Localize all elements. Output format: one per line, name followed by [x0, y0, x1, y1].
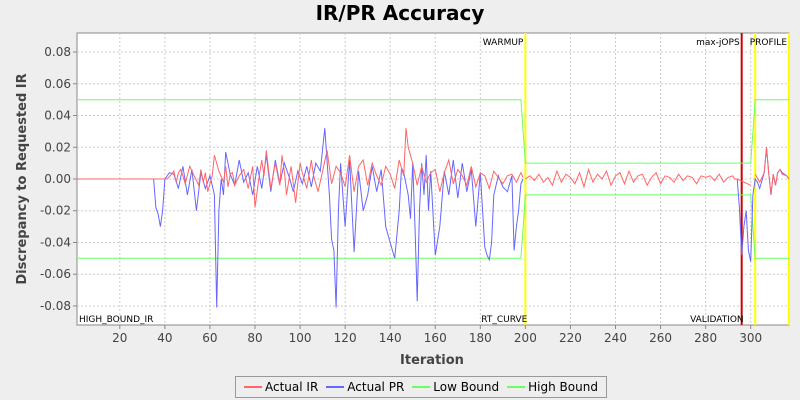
legend-label: Low Bound	[433, 380, 500, 394]
series-high-bound	[77, 99, 789, 164]
y-axis-ticks: -0.08 -0.06 -0.04 -0.02 0.00 0.02 0.04 0.06 0.08	[40, 45, 77, 313]
phase-label-bottom: VALIDATION	[690, 315, 744, 325]
y-tick-label: 0.04	[44, 109, 71, 123]
series-actual-ir	[525, 167, 738, 189]
y-tick-label: -0.08	[40, 299, 71, 313]
phase-label-top: max-jOPS	[696, 38, 740, 48]
legend: Actual IR Actual PR Low Bound High Bound	[235, 376, 607, 398]
x-tick-label: 300	[739, 331, 762, 345]
legend-item-actual-pr: Actual PR	[326, 380, 404, 394]
x-tick-label: 140	[379, 331, 402, 345]
phase-label-top: PROFILE	[750, 38, 788, 48]
phase-label-bottom: RT_CURVE	[481, 315, 527, 325]
series-low-bound	[77, 194, 789, 259]
y-axis-label: Discrepancy to Requested IR	[15, 73, 30, 284]
x-tick-label: 260	[649, 331, 672, 345]
y-tick-label: -0.02	[40, 204, 71, 218]
series-actual-ir	[153, 128, 524, 208]
y-tick-label: 0.00	[44, 172, 71, 186]
legend-swatch	[326, 386, 345, 388]
phase-labels: WARMUP RT_CURVE max-jOPS VALIDATION PROFILE	[481, 38, 787, 325]
legend-swatch	[507, 386, 526, 388]
y-tick-label: 0.06	[44, 77, 71, 91]
x-tick-label: 180	[469, 331, 492, 345]
series-actual-pr	[153, 128, 524, 308]
x-tick-label: 200	[514, 331, 537, 345]
y-tick-label: -0.04	[40, 235, 71, 249]
legend-label: Actual IR	[265, 380, 319, 394]
x-tick-label: 60	[202, 331, 217, 345]
y-tick-label: 0.02	[44, 140, 71, 154]
x-tick-label: 240	[604, 331, 627, 345]
legend-label: High Bound	[528, 380, 598, 394]
series-group	[77, 99, 790, 308]
x-tick-label: 80	[247, 331, 262, 345]
x-tick-label: 160	[424, 331, 447, 345]
y-tick-label: 0.08	[44, 45, 71, 59]
x-axis-label: Iteration	[400, 353, 464, 368]
x-tick-label: 120	[334, 331, 357, 345]
phase-label-top: WARMUP	[483, 38, 524, 48]
x-tick-label: 280	[694, 331, 717, 345]
x-tick-label: 20	[112, 331, 127, 345]
legend-swatch	[412, 386, 431, 388]
corner-label: HIGH_BOUND_IR	[79, 315, 153, 325]
legend-label: Actual PR	[347, 380, 405, 394]
chart-title: IR/PR Accuracy	[316, 1, 485, 25]
legend-swatch	[244, 386, 262, 388]
series-actual-ir	[736, 178, 751, 186]
legend-item-low-bound: Low Bound	[412, 380, 499, 394]
x-tick-label: 40	[157, 331, 172, 345]
series-actual-ir	[754, 147, 790, 195]
legend-item-actual-ir: Actual IR	[244, 380, 318, 394]
legend-item-high-bound: High Bound	[507, 380, 598, 394]
x-tick-label: 100	[289, 331, 312, 345]
x-tick-label: 220	[559, 331, 582, 345]
x-axis-ticks: 20 40 60 80 100 120 140 160 180 200 220 240 260 280 30…	[112, 325, 762, 345]
y-tick-label: -0.06	[40, 267, 71, 281]
